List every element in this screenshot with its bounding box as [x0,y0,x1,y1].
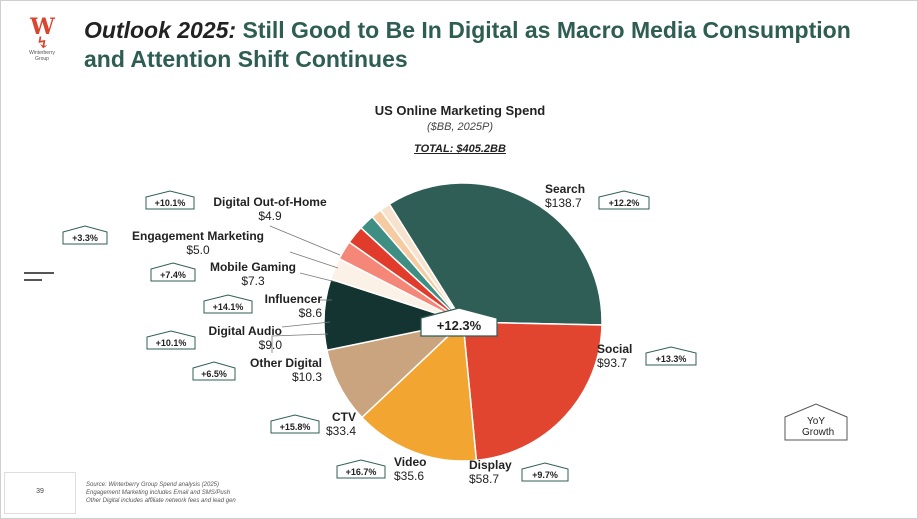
label-name-ctv: CTV [332,410,356,424]
label-value-engagement-marketing: $5.0 [186,243,210,257]
label-value-digital-audio: $9.0 [258,338,282,352]
leader-line-5 [271,333,329,353]
growth-value-social: +13.3% [655,354,687,364]
pie-slice-social [462,321,603,462]
growth-badge-video: +16.7% [336,459,386,479]
growth-value-ctv: +15.8% [279,422,311,432]
label-mobile-gaming: Mobile Gaming $7.3 [203,260,303,288]
label-name-engagement-marketing: Engagement Marketing [131,229,265,243]
label-name-video: Video [394,455,427,469]
label-name-mobile-gaming: Mobile Gaming [209,260,296,274]
label-social: Social $93.7 [597,342,632,370]
label-name-other-digital: Other Digital [249,356,322,370]
label-value-mobile-gaming: $7.3 [241,274,265,288]
label-name-digital-audio: Digital Audio [208,324,282,338]
leader-line-1 [289,251,339,269]
growth-value-video: +16.7% [345,467,377,477]
pie-slice-display [360,320,478,462]
pie-slice-digital-out-of-home [379,203,464,323]
slide-title: Outlook 2025: Still Good to Be In Digita… [84,16,884,74]
growth-badge-digital-audio: +10.1% [146,330,196,350]
leader-line-2 [299,272,337,283]
label-value-ctv: $33.4 [325,424,356,438]
growth-badge-influencer: +14.1% [203,294,253,314]
source-note-2: Engagement Marketing includes Email and … [86,490,231,496]
leader-line-0 [269,225,341,256]
growth-value-search: +12.2% [608,198,640,208]
yoy-growth-legend-text: YoY Growth [802,416,835,438]
center-growth-badge: +12.3% [420,307,498,337]
logo-name: Winterberry Group [29,50,55,62]
growth-badge-engagement-marketing: +3.3% [62,225,108,245]
chart-subtitle: ($BB, 2025P) [426,121,494,133]
label-engagement-marketing: Engagement Marketing $5.0 [118,229,278,257]
yoy-growth-legend: YoY Growth [784,403,848,441]
growth-value-digital-audio: +10.1% [155,338,187,348]
chart-total: TOTAL: $405.2BB [414,143,506,155]
chart-title: US Online Marketing Spend [374,103,546,118]
growth-value-engagement-marketing: +3.3% [72,233,98,243]
growth-value-display: +9.7% [532,470,558,480]
label-name-influencer: Influencer [264,292,322,306]
center-growth-value: +12.3% [436,318,482,333]
growth-value-influencer: +14.1% [212,302,244,312]
label-value-video: $35.6 [394,469,425,483]
label-value-display: $58.7 [469,472,500,486]
label-name-digital-out-of-home: Digital Out-of-Home [213,195,327,209]
growth-badge-ctv: +15.8% [270,414,320,434]
leader-line-4 [281,321,331,328]
label-name-display: Display [469,458,512,472]
label-digital-out-of-home: Digital Out-of-Home $4.9 [200,195,340,223]
growth-value-digital-out-of-home: +10.1% [154,198,186,208]
growth-badge-digital-out-of-home: +10.1% [145,190,195,210]
label-display: Display $58.7 [469,458,512,486]
decorative-line-2 [24,279,42,281]
slide-title-rest: Still Good to Be In Digital as Macro Med… [84,17,851,72]
logo-mark-2: ↯ [35,33,50,52]
label-influencer: Influencer $8.6 [265,292,322,320]
pie-slice-search [388,182,603,326]
winterberry-logo: W ↯ Winterberry Group [22,14,62,62]
label-name-social: Social [597,342,633,356]
growth-badge-display: +9.7% [521,462,569,482]
growth-badge-social: +13.3% [645,346,697,366]
growth-badge-other-digital: +6.5% [192,361,236,381]
source-note-3: Other Digital includes affiliate network… [86,498,236,504]
slide-title-lead: Outlook 2025: [84,17,237,43]
growth-badge-search: +12.2% [598,190,650,210]
label-value-influencer: $8.6 [298,306,322,320]
growth-value-other-digital: +6.5% [201,369,227,379]
growth-value-mobile-gaming: +7.4% [160,270,186,280]
label-video: Video $35.6 [394,455,426,483]
label-ctv: CTV $33.4 [326,410,356,438]
growth-badge-mobile-gaming: +7.4% [150,262,196,282]
decorative-line-1 [24,272,54,274]
logo-mark: W [30,14,55,40]
label-name-search: Search [545,182,586,196]
label-value-other-digital: $10.3 [291,370,322,384]
source-note-1: Source: Winterberry Group Spend analysis… [86,482,220,488]
page-number: 39 [36,488,44,495]
page-number-box: 39 [4,472,76,514]
label-value-social: $93.7 [597,356,628,370]
label-digital-audio: Digital Audio $9.0 [208,324,282,352]
label-value-digital-out-of-home: $4.9 [258,209,282,223]
label-value-search: $138.7 [545,196,582,210]
label-search: Search $138.7 [545,182,585,210]
label-other-digital: Other Digital $10.3 [250,356,322,384]
